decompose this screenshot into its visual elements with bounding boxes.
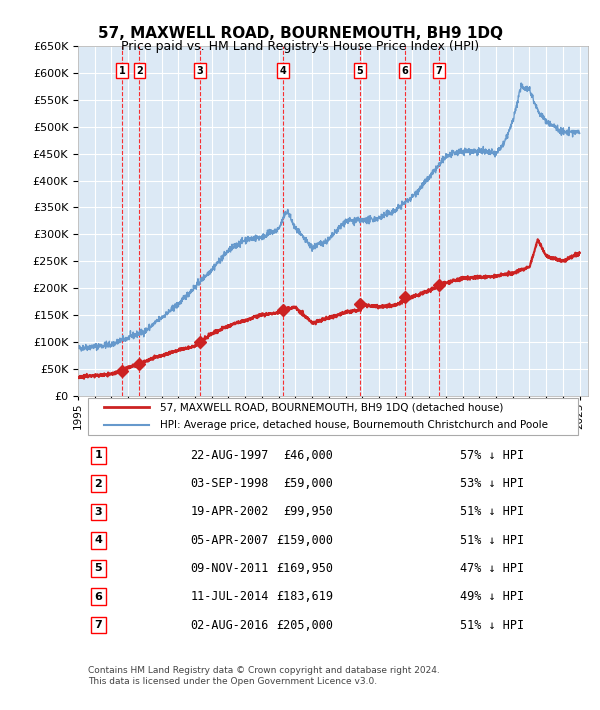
Text: 57, MAXWELL ROAD, BOURNEMOUTH, BH9 1DQ: 57, MAXWELL ROAD, BOURNEMOUTH, BH9 1DQ	[97, 26, 503, 41]
Text: 51% ↓ HPI: 51% ↓ HPI	[461, 506, 524, 518]
Text: £183,619: £183,619	[276, 590, 333, 604]
Text: 1: 1	[95, 450, 102, 460]
Text: £169,950: £169,950	[276, 562, 333, 575]
Text: Price paid vs. HM Land Registry's House Price Index (HPI): Price paid vs. HM Land Registry's House …	[121, 40, 479, 53]
Text: £99,950: £99,950	[283, 506, 333, 518]
Text: 2: 2	[95, 479, 102, 488]
Text: 49% ↓ HPI: 49% ↓ HPI	[461, 590, 524, 604]
Text: 4: 4	[280, 65, 286, 75]
Text: 22-AUG-1997: 22-AUG-1997	[190, 449, 269, 462]
Text: 6: 6	[94, 591, 103, 602]
Text: 53% ↓ HPI: 53% ↓ HPI	[461, 477, 524, 490]
Text: 6: 6	[401, 65, 408, 75]
Text: 57% ↓ HPI: 57% ↓ HPI	[461, 449, 524, 462]
Text: 11-JUL-2014: 11-JUL-2014	[190, 590, 269, 604]
Text: Contains HM Land Registry data © Crown copyright and database right 2024.
This d: Contains HM Land Registry data © Crown c…	[88, 666, 440, 686]
Text: 51% ↓ HPI: 51% ↓ HPI	[461, 618, 524, 631]
Text: 7: 7	[436, 65, 442, 75]
FancyBboxPatch shape	[88, 398, 578, 435]
Text: 47% ↓ HPI: 47% ↓ HPI	[461, 562, 524, 575]
Text: HPI: Average price, detached house, Bournemouth Christchurch and Poole: HPI: Average price, detached house, Bour…	[160, 420, 548, 430]
Text: 3: 3	[95, 507, 102, 517]
Text: £205,000: £205,000	[276, 618, 333, 631]
Text: 7: 7	[95, 620, 102, 630]
Text: 03-SEP-1998: 03-SEP-1998	[190, 477, 269, 490]
Text: 4: 4	[94, 535, 103, 545]
Text: 05-APR-2007: 05-APR-2007	[190, 534, 269, 547]
Text: 57, MAXWELL ROAD, BOURNEMOUTH, BH9 1DQ (detached house): 57, MAXWELL ROAD, BOURNEMOUTH, BH9 1DQ (…	[160, 402, 503, 413]
Text: 2: 2	[136, 65, 143, 75]
Text: 19-APR-2002: 19-APR-2002	[190, 506, 269, 518]
Text: 5: 5	[356, 65, 363, 75]
Text: 51% ↓ HPI: 51% ↓ HPI	[461, 534, 524, 547]
Text: £59,000: £59,000	[283, 477, 333, 490]
Text: 5: 5	[95, 564, 102, 574]
Text: 1: 1	[119, 65, 125, 75]
Text: £46,000: £46,000	[283, 449, 333, 462]
Text: 09-NOV-2011: 09-NOV-2011	[190, 562, 269, 575]
Text: 3: 3	[197, 65, 203, 75]
Text: £159,000: £159,000	[276, 534, 333, 547]
Text: 02-AUG-2016: 02-AUG-2016	[190, 618, 269, 631]
